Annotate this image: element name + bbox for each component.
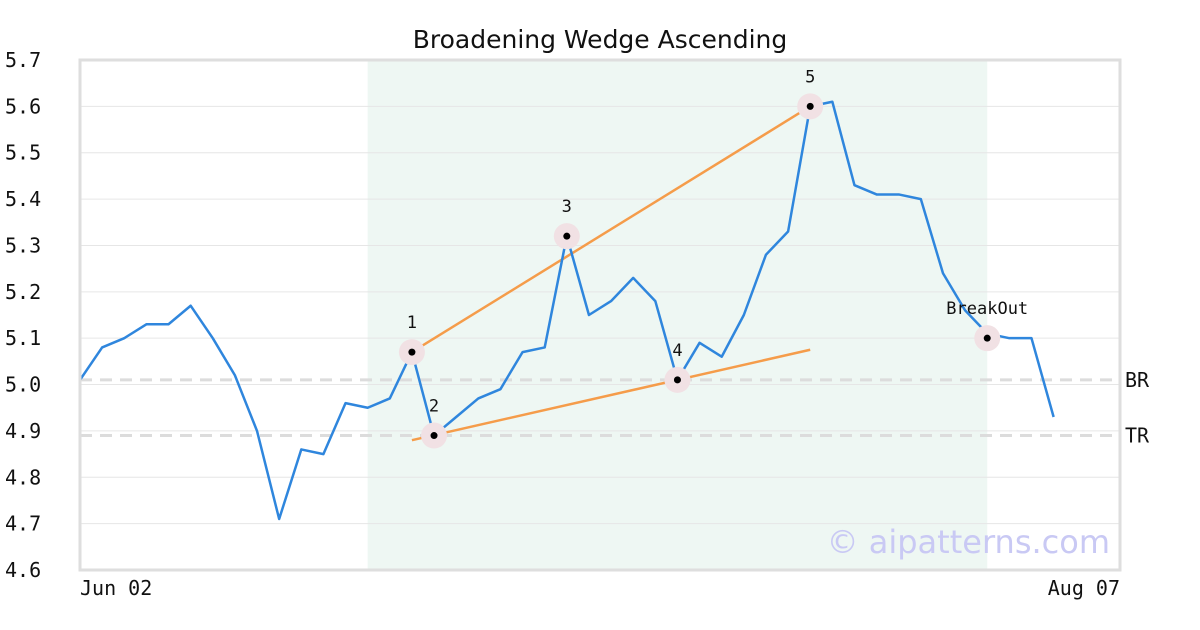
pivot-point <box>430 432 438 440</box>
y-tick-label: 5.0 <box>5 373 41 397</box>
pivot-point-label: 1 <box>407 313 417 333</box>
y-tick-label: 4.6 <box>5 558 41 582</box>
y-tick-label: 4.7 <box>5 512 41 536</box>
chart-title: Broadening Wedge Ascending <box>413 25 788 54</box>
pattern-highlight-region <box>367 60 988 570</box>
watermark-text: © aipatterns.com <box>827 523 1110 561</box>
pivot-point <box>408 348 416 356</box>
pivot-point <box>983 334 991 342</box>
y-tick-label: 5.7 <box>5 48 41 72</box>
pivot-point <box>673 376 681 384</box>
pivot-point-label: 2 <box>429 397 439 417</box>
pivot-point-label: 3 <box>562 197 572 217</box>
y-tick-label: 5.3 <box>5 233 41 257</box>
trend-line <box>411 348 811 442</box>
reference-line-label: BR <box>1125 368 1150 392</box>
y-tick-label: 5.6 <box>5 94 41 118</box>
pivot-point-label: 5 <box>805 67 815 87</box>
pivot-point <box>806 102 814 110</box>
y-tick-label: 5.4 <box>5 187 41 211</box>
y-tick-label: 5.5 <box>5 141 41 165</box>
y-tick-label: 5.2 <box>5 280 41 304</box>
x-tick-label: Jun 02 <box>80 576 152 600</box>
x-tick-label: Aug 07 <box>1048 576 1120 600</box>
pivot-point <box>563 232 571 240</box>
reference-line-label: TR <box>1125 424 1150 448</box>
y-tick-label: 4.8 <box>5 465 41 489</box>
pivot-point-label: 4 <box>672 341 682 361</box>
trend-line <box>411 105 811 354</box>
pivot-point-label: BreakOut <box>946 299 1028 319</box>
y-tick-label: 4.9 <box>5 419 41 443</box>
plot-frame <box>78 58 1122 572</box>
y-tick-label: 5.1 <box>5 326 41 350</box>
